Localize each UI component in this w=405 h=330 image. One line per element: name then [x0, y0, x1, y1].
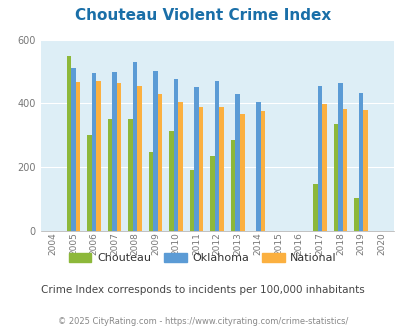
Bar	[337, 82, 342, 231]
Bar	[198, 107, 203, 231]
Bar	[112, 72, 117, 231]
Bar	[219, 107, 224, 231]
Bar	[260, 112, 264, 231]
Legend: Chouteau, Oklahoma, National: Chouteau, Oklahoma, National	[65, 248, 340, 268]
Bar	[128, 119, 132, 231]
Bar	[210, 156, 214, 231]
Bar	[137, 86, 141, 231]
Bar	[358, 93, 362, 231]
Bar	[312, 184, 317, 231]
Text: Crime Index corresponds to incidents per 100,000 inhabitants: Crime Index corresponds to incidents per…	[41, 285, 364, 295]
Bar	[342, 109, 346, 231]
Bar	[132, 62, 137, 231]
Bar	[178, 102, 183, 231]
Bar	[333, 124, 337, 231]
Bar	[317, 86, 321, 231]
Bar	[149, 152, 153, 231]
Bar	[362, 110, 367, 231]
Bar	[256, 102, 260, 231]
Bar	[353, 197, 358, 231]
Bar	[66, 55, 71, 231]
Bar	[107, 119, 112, 231]
Bar	[92, 73, 96, 231]
Bar	[75, 82, 80, 231]
Bar	[235, 94, 239, 231]
Bar	[214, 81, 219, 231]
Bar	[87, 135, 92, 231]
Bar	[230, 140, 235, 231]
Bar	[153, 71, 158, 231]
Bar	[190, 170, 194, 231]
Bar	[173, 79, 178, 231]
Text: © 2025 CityRating.com - https://www.cityrating.com/crime-statistics/: © 2025 CityRating.com - https://www.city…	[58, 317, 347, 326]
Text: Chouteau Violent Crime Index: Chouteau Violent Crime Index	[75, 8, 330, 23]
Bar	[239, 114, 244, 231]
Bar	[117, 82, 121, 231]
Bar	[158, 94, 162, 231]
Bar	[96, 81, 100, 231]
Bar	[169, 130, 173, 231]
Bar	[71, 68, 75, 231]
Bar	[194, 87, 198, 231]
Bar	[321, 104, 326, 231]
